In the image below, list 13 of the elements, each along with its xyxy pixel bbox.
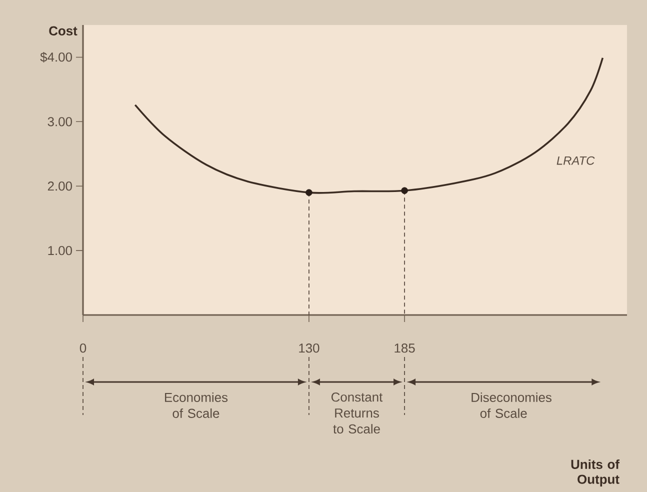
y-axis-title: Cost — [49, 26, 78, 36]
text: Diseconomies of Scale — [472, 392, 552, 418]
x-tick-label: 185 — [394, 344, 415, 353]
x-tick-label: 130 — [299, 344, 320, 353]
series-label: LRATC — [556, 156, 595, 165]
y-tick-label: $4.00 — [40, 52, 72, 62]
text: Units of Output — [571, 459, 620, 486]
y-tick-label: 2.00 — [48, 182, 72, 191]
text: Constant Returns to Scale — [331, 392, 383, 434]
x-tick-label: 0 — [80, 344, 86, 353]
y-tick-label: 1.00 — [48, 246, 72, 256]
y-tick-label: 3.00 — [48, 117, 72, 126]
text: Economies of Scale — [165, 392, 228, 418]
